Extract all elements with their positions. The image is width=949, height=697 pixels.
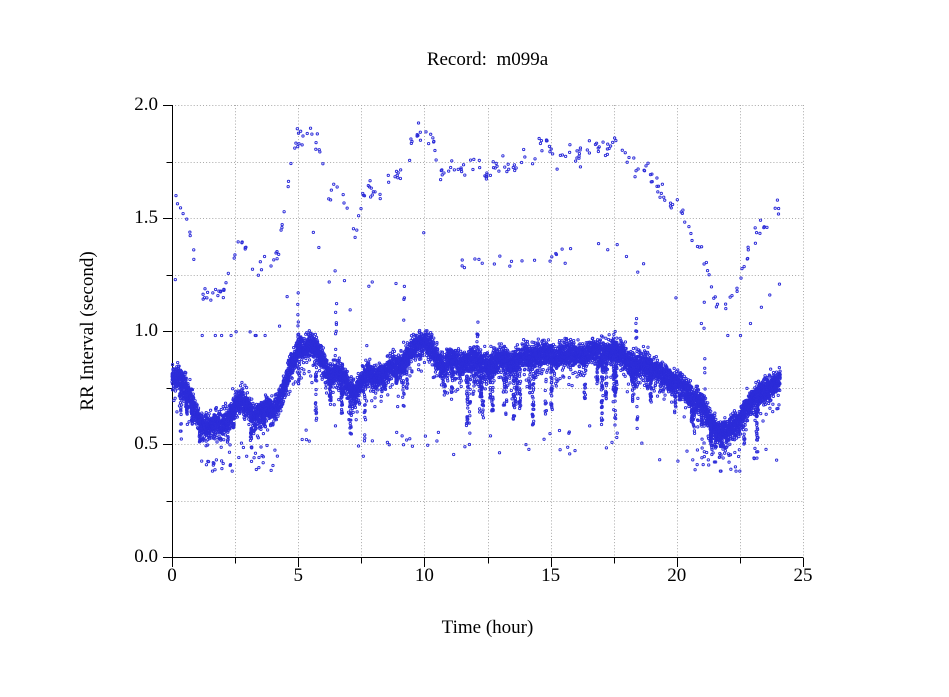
chart-title: Record: m099a [426,49,549,70]
x-tick-label: 15 [541,565,561,586]
x-axis-label: Time (hour) [441,617,534,638]
x-tick-label: 0 [167,565,177,586]
y-tick-label: 0.0 [134,546,158,567]
y-tick-label: 0.5 [134,433,158,454]
y-tick-label: 1.0 [134,320,158,341]
x-tick-label: 5 [293,565,303,586]
x-tick-label: 20 [667,565,687,586]
x-tick-label: 10 [414,565,434,586]
x-tick-label: 25 [793,565,813,586]
y-axis-label: RR Interval (second) [77,251,98,411]
y-tick-label: 2.0 [134,94,158,115]
y-tick-label: 1.5 [134,207,158,228]
